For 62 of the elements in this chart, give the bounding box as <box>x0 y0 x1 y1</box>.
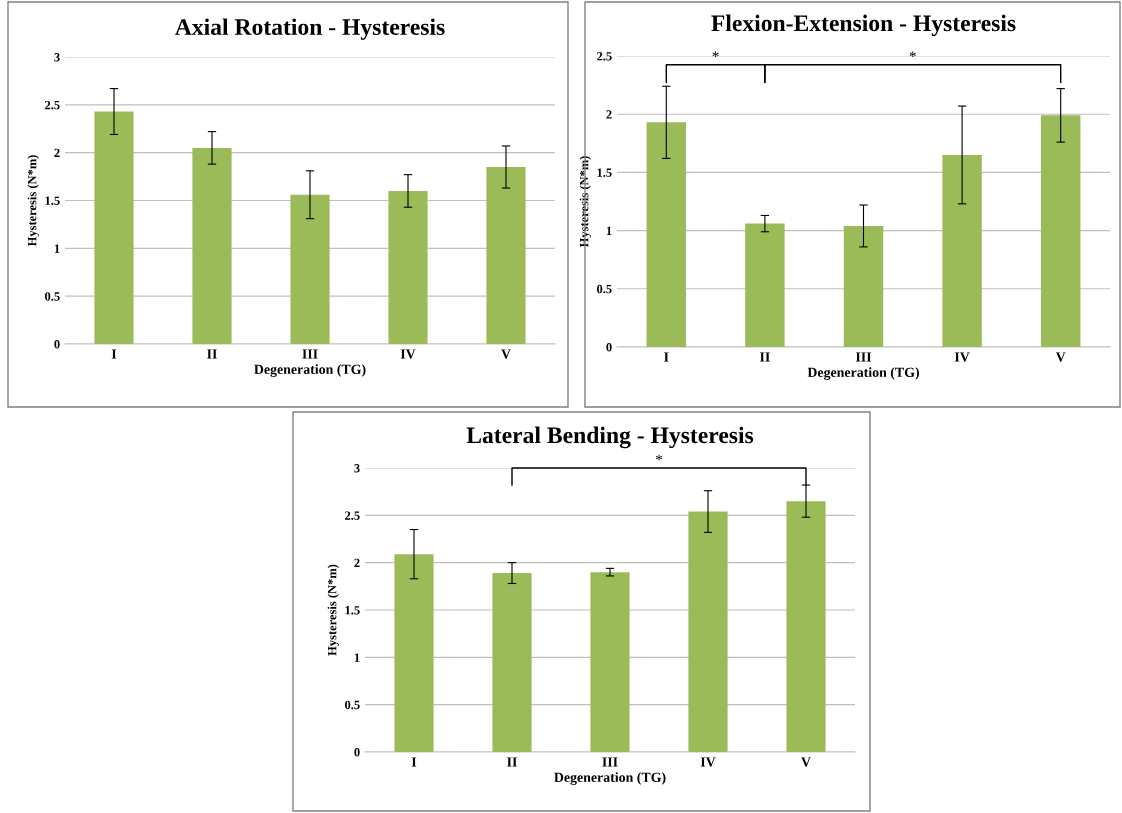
bar <box>486 167 526 344</box>
y-tick-label: 2 <box>54 148 60 157</box>
y-tick-label: 1 <box>606 226 612 235</box>
y-tick-label: 0.5 <box>344 700 360 710</box>
y-tick-label: 2.5 <box>45 100 60 110</box>
x-tick-label: V <box>1055 352 1066 362</box>
x-axis-title: Degeneration (TG) <box>254 364 366 377</box>
bar <box>590 572 630 752</box>
x-tick-label: IV <box>700 757 716 767</box>
bar <box>646 122 687 347</box>
y-tick-label: 0 <box>606 343 612 352</box>
x-tick-label: V <box>501 349 511 359</box>
bar <box>94 111 134 344</box>
bar <box>394 554 434 752</box>
x-tick-label: III <box>602 757 618 767</box>
bar <box>492 573 532 752</box>
y-tick-label: 2 <box>354 558 360 567</box>
y-axis-title: Hysteresis (N*m) <box>327 564 339 656</box>
x-tick-label: III <box>855 352 872 362</box>
bar <box>688 511 728 752</box>
bar <box>786 501 826 752</box>
x-tick-label: I <box>111 349 117 359</box>
y-tick-label: 1.5 <box>597 168 612 177</box>
text: * <box>655 454 663 461</box>
bar <box>192 147 232 344</box>
y-tick-label: 2 <box>606 110 612 119</box>
x-tick-label: III <box>302 349 318 359</box>
y-axis-title: Hysteresis (N*m) <box>579 156 591 248</box>
x-tick-label: IV <box>400 349 416 359</box>
chart-title: Axial Rotation - Hysteresis <box>175 18 445 40</box>
y-tick-label: 3 <box>54 53 60 62</box>
y-tick-label: 0.5 <box>44 292 60 301</box>
y-tick-label: 1.5 <box>45 196 60 206</box>
y-tick-label: 3 <box>354 464 360 473</box>
x-tick-label: IV <box>954 352 970 362</box>
chart-title: Flexion-Extension - Hysteresis <box>711 14 1016 37</box>
chart-title: Lateral Bending - Hysteresis <box>466 426 754 449</box>
annotation: * <box>712 51 719 58</box>
x-axis-title: Degeneration (TG) <box>554 772 666 785</box>
x-tick-label: I <box>411 757 417 767</box>
bar <box>745 223 785 347</box>
y-axis-title: Hysteresis (N*m) <box>27 155 39 247</box>
y-tick-label: 2.5 <box>345 511 360 520</box>
y-tick-label: 1.5 <box>345 606 360 615</box>
y-tick-label: 0 <box>54 340 60 349</box>
bar <box>1040 115 1081 347</box>
bar <box>942 154 982 347</box>
x-tick-label: I <box>664 352 669 362</box>
x-tick-label: II <box>759 352 770 362</box>
y-tick-label: 0.5 <box>596 284 612 294</box>
bar <box>843 225 884 347</box>
x-tick-label: II <box>207 349 217 359</box>
y-tick-label: 0 <box>354 748 360 757</box>
x-tick-label: V <box>801 757 811 767</box>
x-axis-title: Degeneration (TG) <box>807 367 920 380</box>
annotation: * <box>909 51 916 58</box>
y-tick-label: 2.5 <box>597 52 612 61</box>
bar <box>290 194 330 344</box>
y-tick-label: 1 <box>354 653 360 662</box>
y-tick-label: 1 <box>54 244 60 253</box>
bar <box>388 190 428 344</box>
x-tick-label: II <box>507 757 517 767</box>
